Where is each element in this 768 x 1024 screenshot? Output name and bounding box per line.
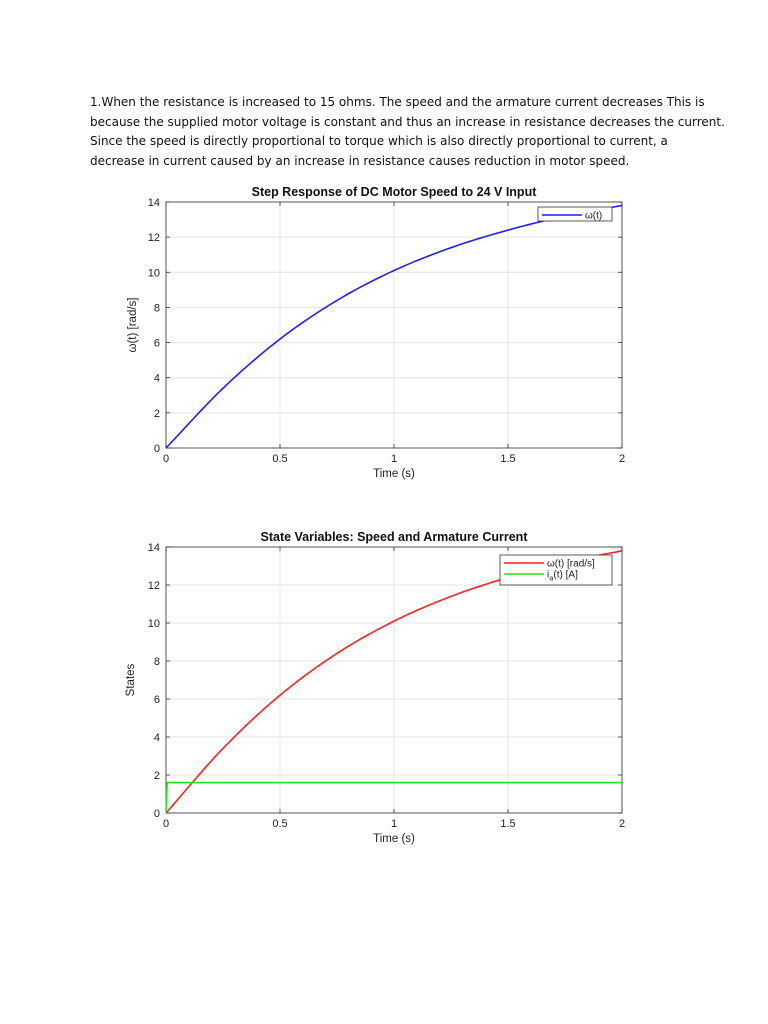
legend: ω(t): [537, 206, 613, 222]
y-tick-label: 4: [154, 732, 160, 744]
chart-title: Step Response of DC Motor Speed to 24 V …: [252, 185, 538, 199]
paragraph-line: decrease in current caused by an increas…: [90, 153, 630, 168]
y-tick-label: 8: [154, 302, 160, 314]
y-tick-label: 0: [154, 443, 160, 455]
x-tick-label: 0: [163, 818, 169, 830]
x-tick-label: 1: [391, 453, 397, 465]
paragraph-line: Since the speed is directly proportional…: [90, 134, 668, 148]
x-tick-label: 1.5: [500, 818, 515, 830]
x-tick-label: 0.5: [272, 453, 287, 465]
x-tick-label: 1.5: [500, 453, 515, 465]
y-tick-label: 12: [148, 580, 160, 592]
legend-box: [537, 206, 613, 222]
y-tick-label: 10: [148, 267, 160, 279]
paragraph-line: 1.When the resistance is increased to 15…: [90, 95, 705, 109]
y-tick-label: 4: [154, 373, 160, 385]
y-tick-label: 0: [154, 808, 160, 820]
legend: ω(t) [rad/s]ia(t) [A]: [499, 554, 613, 586]
y-tick-label: 12: [148, 232, 160, 244]
legend-label-1: ω(t) [rad/s]: [547, 559, 595, 570]
series-line-2: [165, 781, 622, 814]
legend-label-2: ia(t) [A]: [547, 570, 578, 583]
y-tick-label: 14: [148, 197, 160, 209]
x-axis-label: Time (s): [373, 468, 415, 480]
y-tick-label: 8: [154, 656, 160, 668]
y-axis-label: States: [125, 663, 137, 696]
x-tick-label: 1: [391, 818, 397, 830]
y-tick-label: 2: [154, 408, 160, 420]
body-paragraph: 1.When the resistance is increased to 15…: [90, 93, 725, 171]
y-tick-label: 6: [154, 338, 160, 350]
paragraph-line: because the supplied motor voltage is co…: [90, 114, 725, 129]
speed-step-response-chart: Step Response of DC Motor Speed to 24 V …: [127, 185, 625, 480]
y-tick-label: 10: [148, 618, 160, 630]
x-tick-label: 2: [619, 818, 625, 830]
x-tick-label: 2: [619, 453, 625, 465]
y-tick-label: 14: [148, 542, 160, 554]
legend-label-1: ω(t): [585, 211, 602, 222]
y-tick-label: 6: [154, 694, 160, 706]
legend-box: [499, 554, 613, 586]
chart-title: State Variables: Speed and Armature Curr…: [261, 530, 529, 544]
x-axis-label: Time (s): [373, 833, 415, 845]
x-tick-label: 0: [163, 453, 169, 465]
y-axis-label: ω(t) [rad/s]: [127, 298, 139, 353]
state-variables-chart: State Variables: Speed and Armature Curr…: [125, 530, 625, 845]
x-tick-label: 0.5: [272, 818, 287, 830]
y-tick-label: 2: [154, 770, 160, 782]
